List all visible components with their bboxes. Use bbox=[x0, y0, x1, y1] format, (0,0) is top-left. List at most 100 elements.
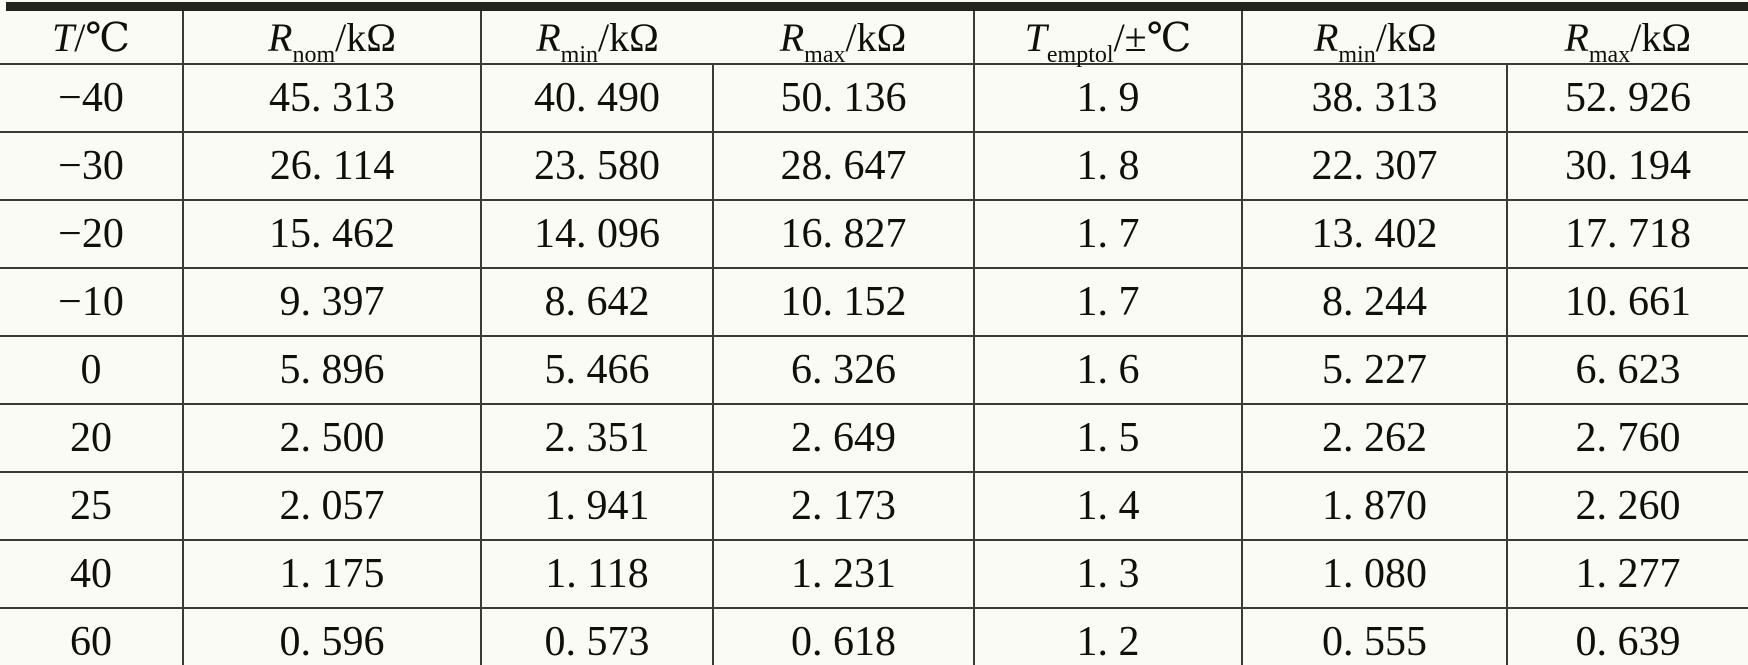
table-cell: 1. 277 bbox=[1507, 539, 1748, 608]
column-header-label: Temptol/±℃ bbox=[975, 14, 1241, 68]
header-subscript: min bbox=[1338, 42, 1376, 69]
table-cell: 1. 118 bbox=[481, 539, 714, 608]
table-cell: 10. 152 bbox=[713, 267, 976, 336]
table-cell: 17. 718 bbox=[1507, 199, 1748, 268]
table-cell: 1. 7 bbox=[974, 267, 1244, 336]
table-row: 40 1. 175 1. 118 1. 231 1. 3 1. 080 1. 277 bbox=[0, 539, 1748, 608]
table-cell: 9. 397 bbox=[183, 267, 482, 336]
table-top-rule bbox=[6, 2, 1748, 11]
header-symbol: R bbox=[268, 14, 293, 60]
table-cell: 0. 573 bbox=[481, 607, 714, 665]
table-cell: 1. 4 bbox=[974, 471, 1244, 540]
header-unit: /kΩ bbox=[335, 14, 396, 60]
column-header-cell: Rmin/kΩ Rmax/kΩ bbox=[481, 11, 976, 68]
table-cell: 52. 926 bbox=[1507, 63, 1748, 132]
header-symbol: R bbox=[536, 14, 561, 60]
header-unit: /kΩ bbox=[1375, 14, 1437, 60]
table-cell: −40 bbox=[0, 63, 184, 132]
table-cell: 22. 307 bbox=[1242, 131, 1509, 200]
table-cell: 8. 642 bbox=[481, 267, 714, 336]
table-cell: 26. 114 bbox=[183, 131, 482, 200]
table-cell: 6. 623 bbox=[1507, 335, 1748, 404]
table-cell: 1. 2 bbox=[974, 607, 1244, 665]
table-cell: 5. 227 bbox=[1242, 335, 1509, 404]
table-cell: 23. 580 bbox=[481, 131, 714, 200]
table-cell: 30. 194 bbox=[1507, 131, 1748, 200]
table-cell: 2. 173 bbox=[713, 471, 976, 540]
table-cell: 0. 639 bbox=[1507, 607, 1748, 665]
table-row: 60 0. 596 0. 573 0. 618 1. 2 0. 555 0. 639 bbox=[0, 607, 1748, 665]
column-header-label: Rnom/kΩ bbox=[184, 14, 480, 68]
table-cell: 25 bbox=[0, 471, 184, 540]
column-header-cell: Rmin/kΩ Rmax/kΩ bbox=[1242, 11, 1748, 68]
column-header-cell: T/℃ bbox=[0, 11, 184, 64]
table-cell: 14. 096 bbox=[481, 199, 714, 268]
table-cell: 8. 244 bbox=[1242, 267, 1509, 336]
column-header-label: T/℃ bbox=[0, 14, 182, 61]
table-cell: 1. 941 bbox=[481, 471, 714, 540]
table-cell: 38. 313 bbox=[1242, 63, 1509, 132]
table-cell: 0. 596 bbox=[183, 607, 482, 665]
column-header-label: Rmin/kΩ bbox=[482, 14, 713, 68]
column-header-label: Rmax/kΩ bbox=[713, 14, 973, 68]
table-cell: 10. 661 bbox=[1507, 267, 1748, 336]
table-cell: 2. 262 bbox=[1242, 403, 1509, 472]
header-symbol: R bbox=[1313, 14, 1339, 60]
table-cell: −10 bbox=[0, 267, 184, 336]
table-cell: 15. 462 bbox=[183, 199, 482, 268]
thermistor-resistance-table: T/℃ Rnom/kΩ Rmin/kΩ Rmax/kΩ Temptol/±℃ Rmin/k… bbox=[0, 11, 1748, 665]
table-cell: 13. 402 bbox=[1242, 199, 1509, 268]
table-cell: 1. 175 bbox=[183, 539, 482, 608]
table-head: T/℃ Rnom/kΩ Rmin/kΩ Rmax/kΩ Temptol/±℃ Rmin/k… bbox=[0, 11, 1748, 68]
table-cell: 1. 7 bbox=[974, 199, 1244, 268]
table-row: −10 9. 397 8. 642 10. 152 1. 7 8. 244 10. 661 bbox=[0, 267, 1748, 336]
header-unit: /kΩ bbox=[598, 14, 659, 60]
table-cell: 5. 466 bbox=[481, 335, 714, 404]
table-cell: 1. 3 bbox=[974, 539, 1244, 608]
table-cell: 2. 760 bbox=[1507, 403, 1748, 472]
table-body: −40 45. 313 40. 490 50. 136 1. 9 38. 313 52. 9… bbox=[0, 63, 1748, 665]
table-cell: 16. 827 bbox=[713, 199, 976, 268]
table-cell: 45. 313 bbox=[183, 63, 482, 132]
table-cell: 5. 896 bbox=[183, 335, 482, 404]
header-symbol: T bbox=[1024, 14, 1047, 60]
header-subscript: emptol bbox=[1046, 42, 1114, 69]
header-unit: /kΩ bbox=[845, 14, 907, 60]
table-cell: 1. 6 bbox=[974, 335, 1244, 404]
table-cell: 20 bbox=[0, 403, 184, 472]
header-subscript: max bbox=[804, 42, 846, 69]
table-cell: 2. 649 bbox=[713, 403, 976, 472]
table-cell: 1. 9 bbox=[974, 63, 1244, 132]
header-unit: /℃ bbox=[74, 14, 131, 60]
table-row: 0 5. 896 5. 466 6. 326 1. 6 5. 227 6. 623 bbox=[0, 335, 1748, 404]
table-row: 25 2. 057 1. 941 2. 173 1. 4 1. 870 2. 260 bbox=[0, 471, 1748, 540]
table-cell: 6. 326 bbox=[713, 335, 976, 404]
table-cell: 2. 500 bbox=[183, 403, 482, 472]
table-cell: 0. 555 bbox=[1242, 607, 1509, 665]
table-cell: 0. 618 bbox=[713, 607, 976, 665]
table-cell: 1. 8 bbox=[974, 131, 1244, 200]
table-row: −40 45. 313 40. 490 50. 136 1. 9 38. 313 52. 9… bbox=[0, 63, 1748, 132]
header-symbol: R bbox=[779, 14, 805, 60]
table-row: −30 26. 114 23. 580 28. 647 1. 8 22. 307 30. 1… bbox=[0, 131, 1748, 200]
table-cell: 28. 647 bbox=[713, 131, 976, 200]
header-unit: /kΩ bbox=[1630, 14, 1692, 60]
table-cell: 2. 057 bbox=[183, 471, 482, 540]
header-unit: /±℃ bbox=[1113, 14, 1192, 60]
table-cell: 1. 5 bbox=[974, 403, 1244, 472]
column-header-label: Rmax/kΩ bbox=[1508, 14, 1748, 68]
column-header-label: Rmin/kΩ bbox=[1243, 14, 1507, 68]
header-subscript: nom bbox=[292, 42, 336, 69]
table-cell: −30 bbox=[0, 131, 184, 200]
table-cell: 40 bbox=[0, 539, 184, 608]
table-cell: 1. 870 bbox=[1242, 471, 1509, 540]
table-cell: 0 bbox=[0, 335, 184, 404]
column-header-cell: Rnom/kΩ bbox=[183, 11, 482, 68]
header-symbol: T bbox=[51, 14, 75, 60]
header-row: T/℃ Rnom/kΩ Rmin/kΩ Rmax/kΩ Temptol/±℃ Rmin/k… bbox=[0, 11, 1748, 68]
table-cell: 2. 351 bbox=[481, 403, 714, 472]
header-subscript: min bbox=[560, 42, 598, 69]
table-row: 20 2. 500 2. 351 2. 649 1. 5 2. 262 2. 760 bbox=[0, 403, 1748, 472]
header-subscript: max bbox=[1588, 42, 1631, 69]
